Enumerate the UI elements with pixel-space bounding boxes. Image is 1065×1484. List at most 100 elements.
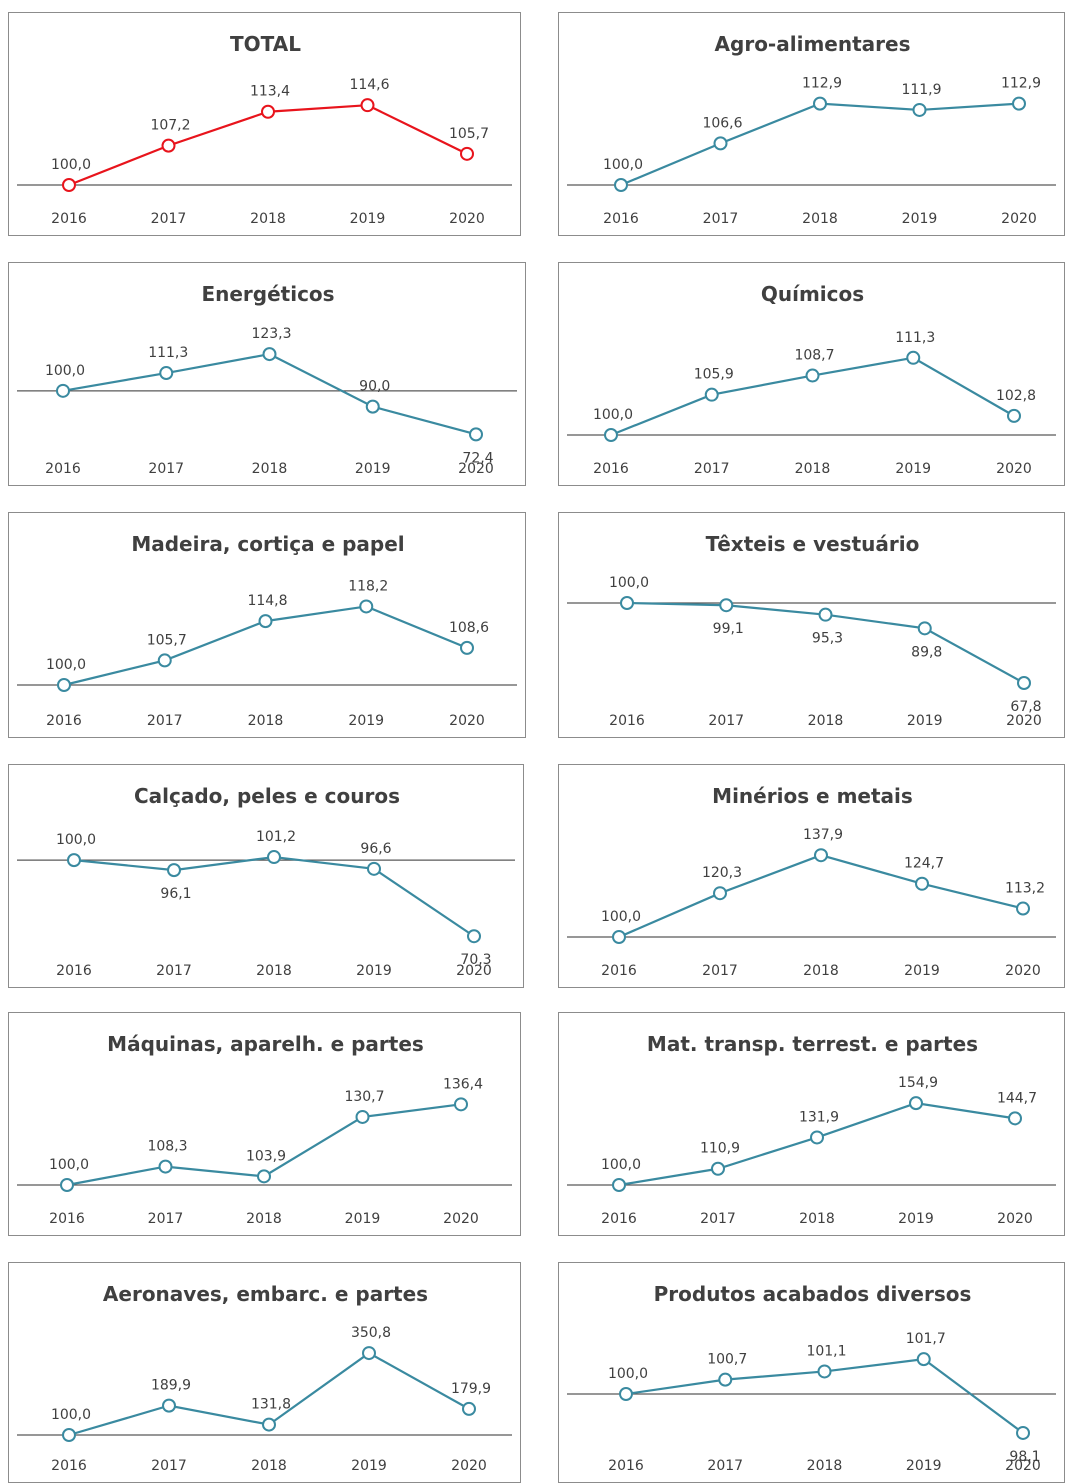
data-label: 106,6: [702, 115, 742, 131]
chart-title: Químicos: [761, 282, 864, 306]
data-point: [612, 1178, 626, 1192]
x-tick-label: 2017: [151, 1458, 187, 1474]
data-label: 100,0: [56, 832, 96, 848]
data-point: [817, 1364, 832, 1379]
chart-panel: TOTAL 100,0 2016 107,2 2017 113,4 2018 114,6 201…: [8, 12, 521, 236]
data-label: 111,9: [901, 82, 941, 98]
data-point: [162, 1398, 176, 1413]
data-label: 90,0: [359, 379, 390, 395]
data-label: 179,9: [451, 1381, 491, 1397]
x-tick-label: 2017: [702, 963, 738, 979]
data-label: 114,8: [247, 593, 287, 609]
data-point: [1017, 676, 1031, 691]
data-point: [261, 104, 275, 119]
data-label: 131,8: [251, 1397, 291, 1413]
x-tick-label: 2016: [51, 211, 87, 227]
x-tick-label: 2017: [156, 963, 192, 979]
x-tick-label: 2016: [49, 1211, 85, 1227]
x-tick-label: 2017: [151, 211, 187, 227]
data-label: 111,3: [148, 345, 188, 361]
data-point: [916, 1352, 931, 1367]
x-tick-label: 2019: [895, 461, 931, 477]
data-label: 100,0: [45, 363, 85, 379]
data-point: [67, 853, 81, 868]
x-tick-label: 2018: [252, 461, 288, 477]
data-label: 100,0: [51, 157, 91, 173]
chart-panel: Energéticos 100,0 2016 111,3 2017 123,3 2018 90…: [8, 262, 526, 486]
x-tick-label: 2016: [51, 1458, 87, 1474]
chart-title: Agro-alimentares: [715, 32, 911, 56]
line-chart: Têxteis e vestuário 100,0 2016 99,1 2017 95,3…: [567, 532, 1056, 729]
data-label: 113,4: [250, 84, 290, 100]
data-label: 112,9: [1001, 76, 1041, 92]
data-point: [810, 1130, 824, 1145]
data-point: [262, 1417, 276, 1432]
chart-panel: Mat. transp. terrest. e partes 100,0 2016 1…: [558, 1012, 1065, 1236]
data-point: [915, 876, 929, 891]
chart-panel: Agro-alimentares 100,0 2016 106,6 2017 112,9 2…: [558, 12, 1065, 236]
series-line: [618, 854, 1024, 939]
data-point: [906, 350, 921, 365]
data-point: [619, 1387, 633, 1401]
data-point: [614, 178, 628, 192]
data-point: [718, 1372, 733, 1387]
data-point: [360, 98, 375, 113]
data-label: 108,3: [147, 1139, 187, 1155]
data-point: [57, 678, 71, 692]
data-point: [1007, 408, 1021, 423]
data-label: 110,9: [700, 1141, 740, 1157]
x-tick-label: 2020: [451, 1458, 487, 1474]
x-tick-label: 2016: [46, 713, 82, 729]
data-point: [917, 621, 932, 636]
x-tick-label: 2020: [1001, 211, 1037, 227]
line-chart: Químicos 100,0 2016 105,9 2017 108,7 2018 111,3…: [567, 282, 1056, 477]
data-point: [367, 861, 381, 876]
x-tick-label: 2019: [350, 211, 386, 227]
data-label: 118,2: [348, 578, 388, 594]
data-label: 100,0: [603, 157, 643, 173]
chart-title: TOTAL: [230, 32, 301, 56]
data-point: [257, 1169, 271, 1184]
line-chart: Produtos acabados diversos 100,0 2016 100,7…: [567, 1282, 1056, 1474]
x-tick-label: 2018: [250, 211, 286, 227]
data-label: 350,8: [351, 1325, 391, 1341]
x-tick-label: 2018: [803, 963, 839, 979]
chart-panel: Aeronaves, embarc. e partes 100,0 2016 189,…: [8, 1262, 521, 1483]
data-label: 100,0: [593, 407, 633, 423]
x-tick-label: 2016: [601, 1211, 637, 1227]
line-chart: Minérios e metais 100,0 2016 120,3 2017 137,9…: [567, 784, 1056, 979]
data-label: 100,0: [608, 1366, 648, 1382]
chart-panel: Máquinas, aparelh. e partes 100,0 2016 108,…: [8, 1012, 521, 1236]
data-label: 108,6: [449, 620, 489, 636]
data-label: 100,0: [49, 1157, 89, 1173]
data-point: [1016, 1425, 1030, 1440]
data-point: [467, 929, 481, 944]
series-line: [73, 855, 475, 938]
data-point: [620, 596, 634, 610]
chart-title: Minérios e metais: [712, 784, 913, 808]
x-tick-label: 2017: [148, 461, 184, 477]
x-tick-label: 2020: [458, 461, 494, 477]
chart-title: Máquinas, aparelh. e partes: [107, 1032, 424, 1056]
x-tick-label: 2016: [609, 713, 645, 729]
line-chart: Máquinas, aparelh. e partes 100,0 2016 108,…: [17, 1032, 512, 1227]
data-point: [719, 598, 734, 613]
data-point: [469, 427, 483, 442]
data-label: 105,9: [694, 367, 734, 383]
data-label: 112,9: [802, 76, 842, 92]
x-tick-label: 2019: [906, 1458, 942, 1474]
x-tick-label: 2018: [795, 461, 831, 477]
chart-panel: Calçado, peles e couros 100,0 2016 96,1 2017…: [8, 764, 524, 988]
x-tick-label: 2017: [147, 713, 183, 729]
data-label: 100,0: [601, 909, 641, 925]
data-point: [158, 1159, 173, 1174]
data-point: [604, 428, 618, 442]
data-label: 101,2: [256, 829, 296, 845]
x-tick-label: 2019: [907, 713, 943, 729]
data-point: [161, 138, 176, 153]
x-tick-label: 2016: [601, 963, 637, 979]
x-tick-label: 2018: [802, 211, 838, 227]
data-label: 131,9: [799, 1109, 839, 1125]
data-label: 96,6: [360, 841, 391, 857]
data-label: 72,4: [462, 450, 493, 466]
